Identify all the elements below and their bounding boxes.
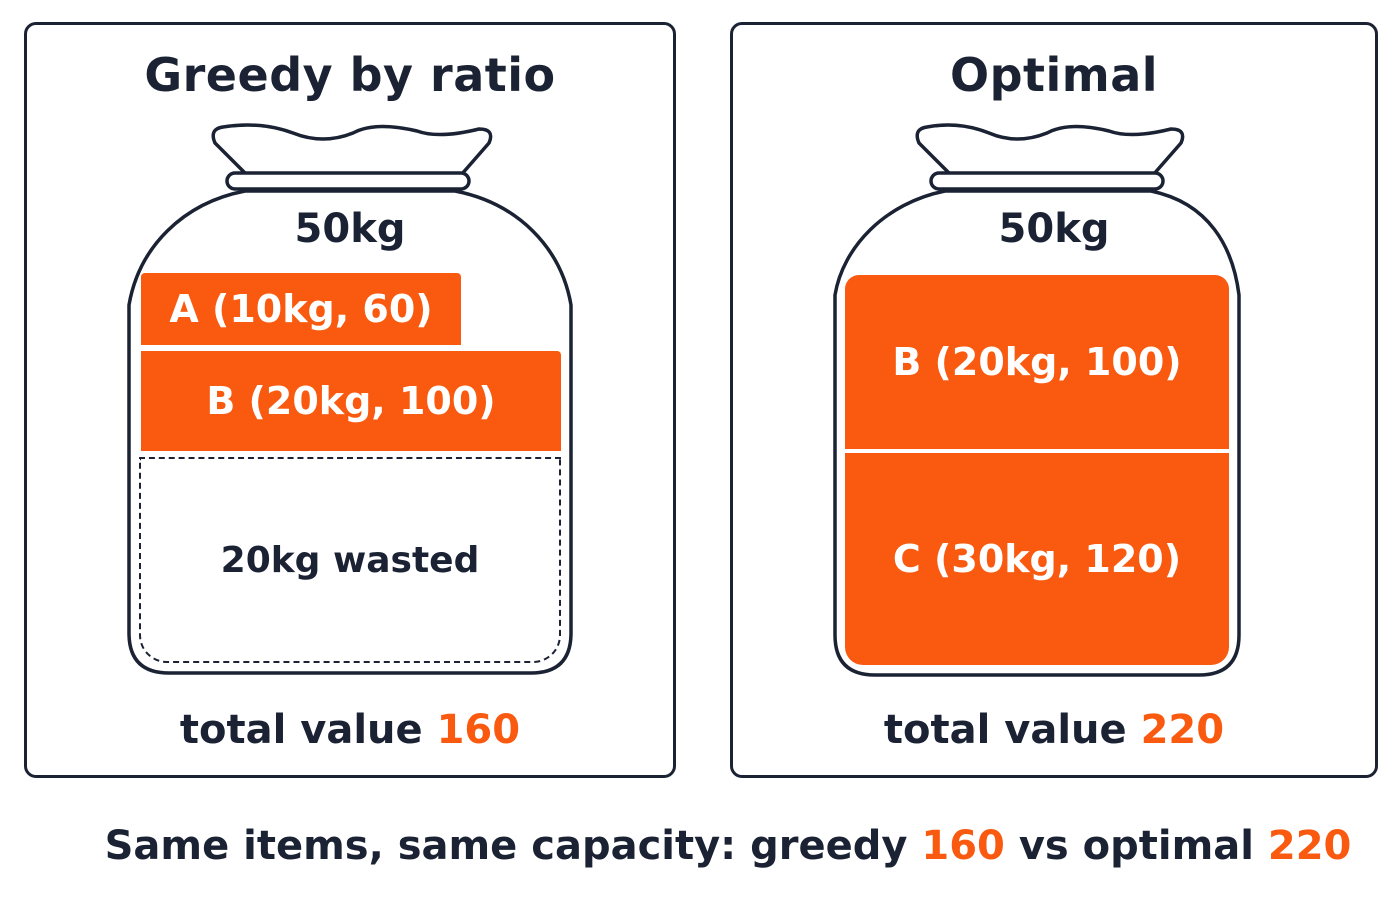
optimal-item-c-label: C (30kg, 120) (892, 537, 1182, 581)
optimal-total-label: total value (883, 707, 1127, 753)
optimal-panel-title: Optimal (949, 48, 1159, 102)
optimal-panel: Optimal 50kg B (20kg, 100) C (30kg, 120)… (730, 22, 1378, 778)
optimal-total-value: 220 (1140, 707, 1225, 753)
greedy-total-value: 160 (436, 707, 521, 753)
greedy-item-a: A (10kg, 60) (141, 273, 461, 345)
greedy-total-label: total value (179, 707, 423, 753)
optimal-item-b: B (20kg, 100) (845, 275, 1229, 451)
optimal-capacity-label: 50kg (998, 206, 1110, 252)
greedy-wasted-label: 20kg wasted (220, 539, 480, 581)
caption-prefix: Same items, same capacity: greedy (104, 823, 908, 869)
caption-optimal-value: 220 (1267, 823, 1352, 869)
optimal-item-c: C (30kg, 120) (845, 451, 1229, 665)
greedy-item-a-label: A (10kg, 60) (169, 287, 433, 331)
greedy-item-b: B (20kg, 100) (141, 351, 561, 451)
caption-greedy-value: 160 (921, 823, 1005, 869)
optimal-item-b-label: B (20kg, 100) (892, 340, 1182, 384)
greedy-panel: Greedy by ratio 50kg A (10kg, 60) B (20k… (24, 22, 676, 778)
greedy-total: total value 160 (27, 705, 673, 755)
greedy-wasted-space: 20kg wasted (139, 457, 561, 663)
greedy-panel-title: Greedy by ratio (144, 48, 556, 102)
optimal-total: total value 220 (733, 705, 1375, 755)
greedy-capacity-label: 50kg (294, 206, 406, 252)
caption-middle: vs optimal (1018, 823, 1254, 869)
comparison-caption: Same items, same capacity: greedy 160 vs… (0, 818, 1400, 874)
greedy-item-b-label: B (20kg, 100) (206, 379, 496, 423)
